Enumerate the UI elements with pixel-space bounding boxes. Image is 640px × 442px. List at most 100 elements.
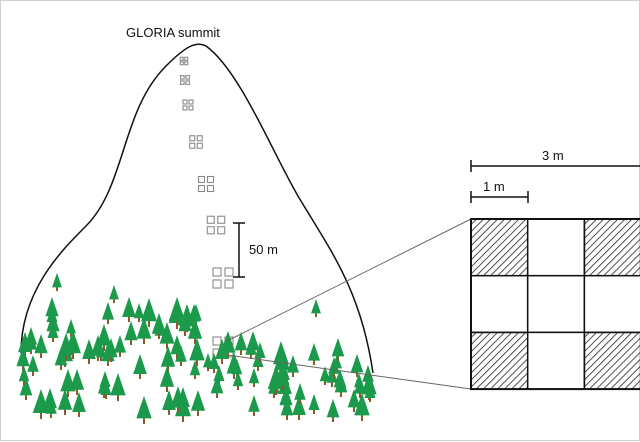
tree	[160, 346, 176, 372]
tree	[168, 297, 186, 327]
quadrat-outline	[470, 218, 640, 391]
tree	[133, 354, 147, 379]
tree	[311, 299, 321, 317]
summit-outline	[20, 43, 374, 374]
tree	[133, 303, 145, 322]
tree	[16, 347, 30, 371]
scale-3m-label: 3 m	[542, 148, 564, 163]
tree	[245, 338, 257, 359]
tree	[286, 355, 300, 377]
quadrat-cell	[526, 218, 586, 277]
tree	[170, 335, 184, 359]
tree	[170, 386, 186, 413]
tree	[113, 335, 127, 357]
tree	[178, 312, 192, 336]
tree	[294, 383, 306, 404]
quadrat-cell	[526, 331, 586, 390]
tree	[66, 319, 76, 337]
tree	[101, 302, 115, 324]
tree	[19, 377, 33, 400]
hatched-quadrat	[583, 331, 640, 390]
tree	[52, 273, 62, 291]
tree	[110, 373, 126, 401]
hatched-quadrat	[470, 331, 529, 390]
quadrat-grid	[470, 218, 640, 391]
tree	[319, 366, 331, 385]
tree	[215, 339, 229, 364]
hatched-quadrat	[583, 218, 640, 277]
tree	[234, 332, 248, 355]
tree	[122, 297, 136, 322]
tree	[347, 389, 361, 412]
tree	[326, 399, 340, 422]
tree	[32, 389, 50, 419]
tree	[151, 313, 167, 339]
tree	[190, 390, 206, 416]
forest	[16, 273, 377, 424]
tree	[162, 390, 176, 415]
plot-marker	[179, 56, 189, 66]
tree	[189, 360, 201, 379]
plot-marker	[182, 99, 194, 111]
tree	[69, 369, 85, 395]
scale-bar-50m	[233, 222, 245, 278]
summit-title: GLORIA summit	[126, 25, 220, 40]
tree	[60, 369, 76, 397]
tree	[159, 366, 175, 392]
scale-bar-label: 50 m	[249, 242, 278, 257]
hatched-quadrat	[470, 218, 529, 277]
tree	[96, 343, 106, 361]
tree	[96, 324, 112, 351]
tree	[203, 353, 213, 371]
tree	[159, 322, 175, 349]
tree	[57, 389, 73, 415]
tree	[210, 375, 224, 398]
plot-marker	[189, 135, 203, 149]
plot-marker	[197, 175, 215, 193]
tree	[72, 392, 86, 417]
tree	[65, 330, 81, 359]
plot-marker	[206, 215, 226, 235]
tree	[34, 334, 48, 358]
tree	[27, 355, 39, 376]
tree	[248, 368, 260, 387]
tree	[47, 322, 59, 342]
tree	[331, 338, 345, 361]
tree	[18, 366, 30, 385]
tree	[136, 396, 152, 424]
scale-1m-label: 1 m	[483, 179, 505, 194]
quadrat-cell	[583, 274, 640, 334]
tree	[189, 338, 205, 366]
tree	[124, 321, 138, 345]
tree	[308, 394, 320, 414]
tree	[97, 376, 111, 398]
tree	[187, 318, 203, 344]
tree	[232, 371, 244, 390]
tree	[54, 347, 68, 370]
scale-3m	[470, 160, 640, 172]
zoom-line-bottom	[226, 354, 472, 390]
quadrat-cell	[470, 274, 529, 334]
tree	[353, 376, 367, 398]
plot-marker	[212, 267, 234, 289]
tree	[45, 397, 57, 418]
tree	[109, 285, 119, 303]
zoom-line-top	[226, 218, 472, 342]
tree	[364, 382, 376, 402]
tree	[350, 354, 364, 377]
quadrat-cell	[526, 274, 586, 334]
scale-1m	[470, 191, 529, 203]
tree	[280, 397, 294, 420]
tree	[354, 393, 370, 421]
tree	[276, 366, 290, 390]
tree	[136, 317, 152, 344]
tree	[334, 374, 348, 397]
tree	[307, 343, 321, 365]
plot-markers	[179, 56, 234, 358]
tree	[292, 395, 306, 420]
tree	[248, 395, 260, 416]
plot-marker	[180, 75, 190, 85]
tree	[141, 298, 157, 327]
